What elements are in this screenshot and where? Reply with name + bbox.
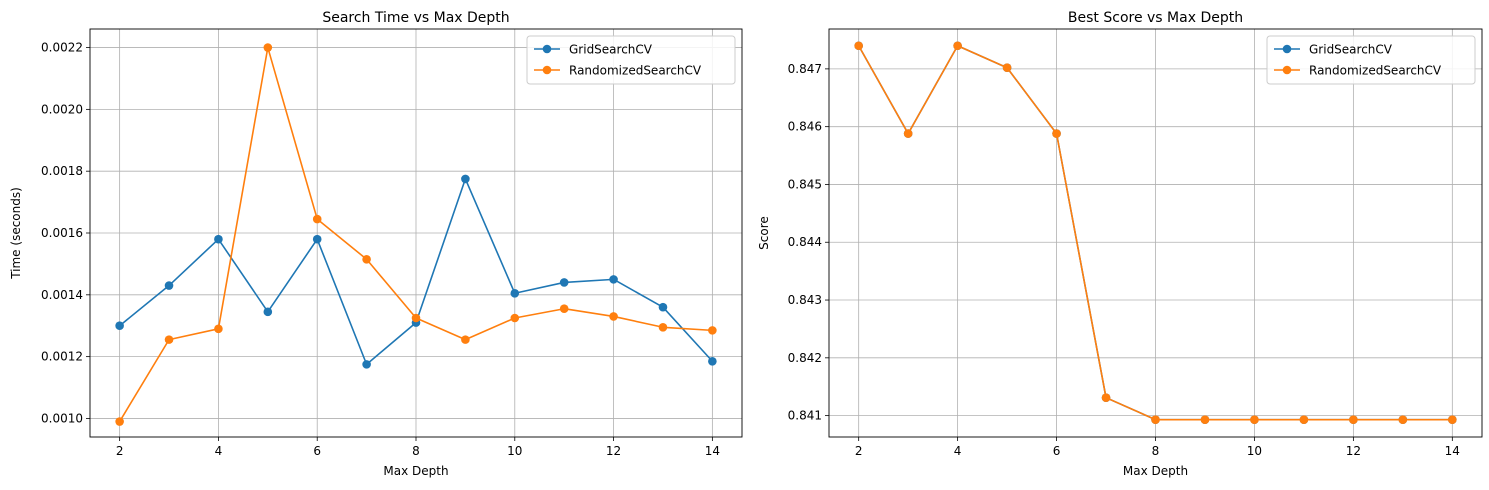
data-point — [1299, 415, 1309, 424]
legend-box — [1266, 35, 1476, 85]
legend-swatch-marker — [542, 65, 552, 75]
data-point — [1349, 415, 1358, 424]
y-tick-label: 0.843 — [788, 293, 822, 307]
data-point — [559, 304, 569, 314]
y-tick-label: 0.847 — [788, 62, 822, 76]
x-tick-label: 6 — [1053, 444, 1061, 458]
data-point — [214, 324, 223, 334]
axes: 2 4 6 8 10 12 14 0.841 0.842 0.843 0.844 0.845 0.846… — [788, 62, 1460, 458]
legend-box — [526, 35, 736, 85]
legend-swatch-marker — [1282, 44, 1292, 54]
search-time-chart: Search Time vs Max Depth Max Depth Time … — [9, 10, 743, 478]
y-tick-label: 0.0014 — [41, 288, 83, 302]
x-tick-label: 14 — [1445, 444, 1460, 458]
data-point — [115, 321, 124, 331]
data-point — [164, 281, 174, 290]
data-point — [263, 43, 273, 52]
legend: GridSearchCV RandomizedSearchCV — [1266, 35, 1476, 85]
y-tick-label: 0.841 — [788, 409, 822, 423]
y-tick-label: 0.0016 — [41, 226, 83, 240]
data-point — [609, 312, 618, 321]
data-point — [903, 129, 913, 138]
y-tick-label: 0.0022 — [41, 41, 83, 55]
best-score-chart: Best Score vs Max Depth Max Depth Score … — [757, 10, 1483, 478]
data-point — [1101, 393, 1111, 403]
data-point — [609, 275, 618, 284]
chart-title: Best Score vs Max Depth — [1068, 10, 1243, 26]
x-tick-label: 14 — [705, 444, 720, 458]
data-point — [510, 288, 520, 298]
data-point — [559, 278, 569, 287]
legend-swatch-marker — [1282, 65, 1292, 75]
x-tick-label: 10 — [1247, 444, 1262, 458]
data-point — [1250, 415, 1259, 424]
x-tick-label: 6 — [313, 444, 321, 458]
plot-frame — [89, 28, 743, 438]
data-point — [164, 335, 174, 344]
y-tick-label: 0.845 — [788, 177, 822, 191]
y-tick-label: 0.0018 — [41, 164, 83, 178]
x-tick-label: 2 — [116, 444, 124, 458]
x-tick-label: 12 — [606, 444, 621, 458]
y-tick-label: 0.0012 — [41, 350, 83, 364]
x-tick-label: 2 — [855, 444, 863, 458]
data-point — [461, 174, 470, 184]
legend-label: RandomizedSearchCV — [569, 64, 702, 78]
data-point — [1200, 415, 1210, 424]
x-tick-label: 4 — [954, 444, 962, 458]
data-point — [362, 360, 371, 369]
data-point — [708, 326, 717, 335]
data-point — [1151, 415, 1160, 424]
legend: GridSearchCV RandomizedSearchCV — [526, 35, 736, 85]
data-point — [1002, 63, 1012, 73]
x-tick-label: 10 — [507, 444, 522, 458]
legend-label: RandomizedSearchCV — [1309, 64, 1442, 78]
x-tick-label: 4 — [215, 444, 223, 458]
series-gridsearchcv — [115, 174, 717, 369]
x-axis-label: Max Depth — [1123, 464, 1188, 478]
y-tick-label: 0.844 — [788, 235, 822, 249]
grid — [90, 29, 742, 437]
data-point — [214, 234, 223, 244]
data-point — [312, 234, 322, 244]
y-axis-label: Time (seconds) — [9, 187, 23, 280]
data-point — [1398, 415, 1408, 424]
x-tick-label: 12 — [1346, 444, 1361, 458]
chart-title: Search Time vs Max Depth — [322, 10, 509, 26]
data-point — [658, 302, 668, 312]
grid — [829, 29, 1482, 437]
x-tick-label: 8 — [412, 444, 420, 458]
data-point — [362, 254, 371, 264]
data-point — [953, 41, 962, 51]
legend-label: GridSearchCV — [1309, 43, 1393, 57]
data-point — [461, 335, 470, 344]
legend-swatch-marker — [542, 44, 552, 54]
series-randomizedsearchcv — [854, 41, 1457, 424]
legend-label: GridSearchCV — [569, 43, 653, 57]
x-tick-label: 8 — [1152, 444, 1160, 458]
data-point — [510, 313, 520, 323]
y-tick-label: 0.846 — [788, 120, 822, 134]
data-point — [312, 214, 322, 224]
data-point — [411, 313, 421, 323]
data-point — [854, 41, 863, 51]
plot-frame — [828, 28, 1483, 438]
y-axis-label: Score — [757, 216, 771, 250]
data-point — [263, 307, 273, 317]
series-randomizedsearchcv — [115, 43, 717, 426]
data-point — [115, 417, 124, 426]
y-tick-label: 0.842 — [788, 351, 822, 365]
data-point — [1052, 129, 1061, 138]
data-point — [708, 356, 717, 366]
data-point — [1448, 415, 1457, 424]
axes: 2 4 6 8 10 12 14 0.0010 0.0012 0.0014 0.0016 0.0018… — [41, 41, 720, 458]
data-point — [658, 322, 668, 332]
y-tick-label: 0.0020 — [41, 102, 83, 116]
y-tick-label: 0.0010 — [41, 411, 83, 425]
x-axis-label: Max Depth — [383, 464, 448, 478]
